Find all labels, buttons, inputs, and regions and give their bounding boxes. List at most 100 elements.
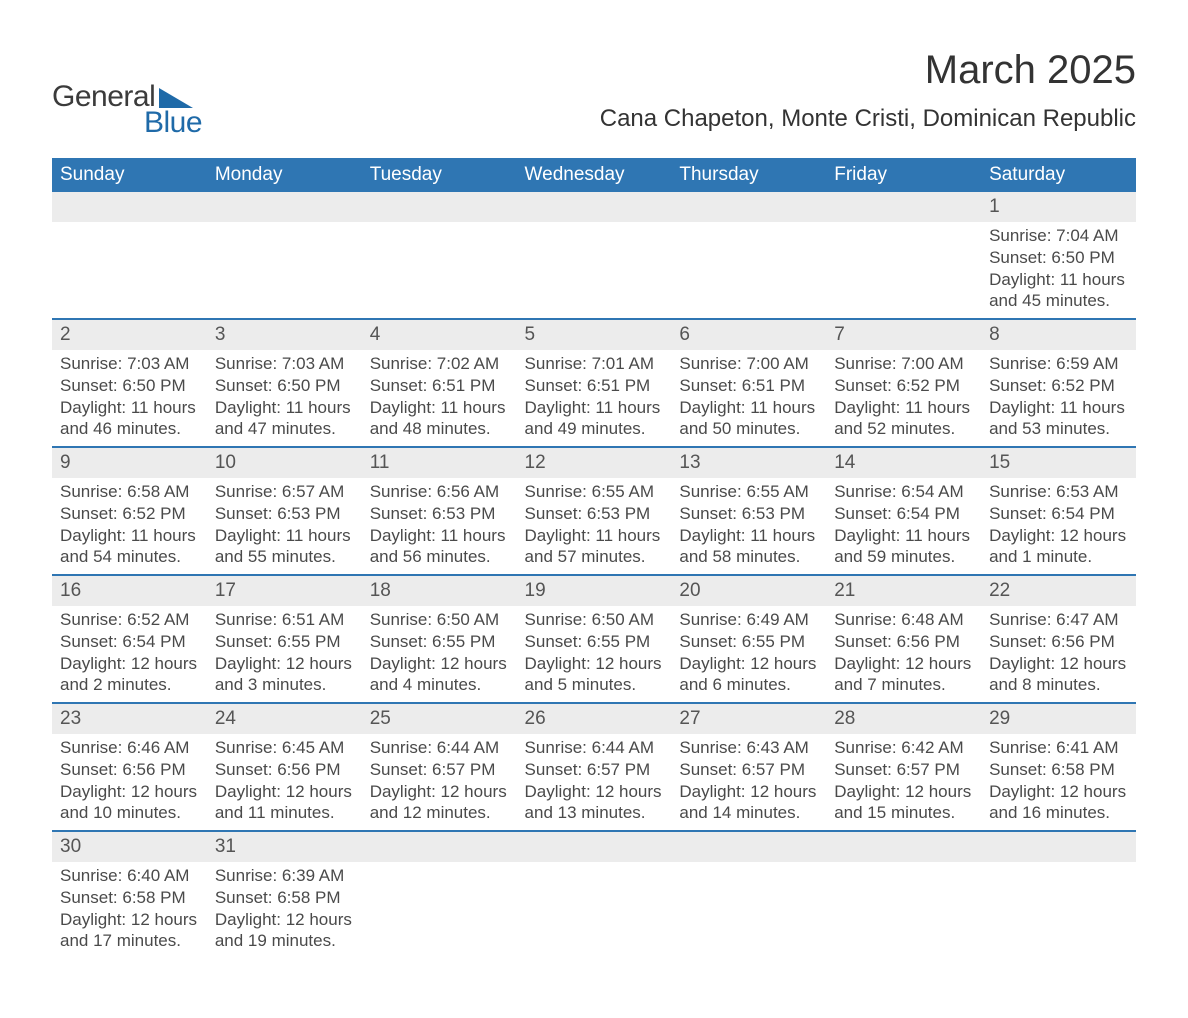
sunset-text: Sunset: 6:50 PM [60,375,199,397]
daylight-text: Daylight: 12 hours and 3 minutes. [215,653,354,697]
sunset-text: Sunset: 6:57 PM [834,759,973,781]
sunrise-text: Sunrise: 6:51 AM [215,609,354,631]
day-detail-cell [517,222,672,319]
day-detail-cell: Sunrise: 6:50 AMSunset: 6:55 PMDaylight:… [362,606,517,703]
daylight-text: Daylight: 11 hours and 50 minutes. [679,397,818,441]
sunset-text: Sunset: 6:56 PM [834,631,973,653]
daylight-text: Daylight: 11 hours and 45 minutes. [989,269,1128,313]
day-number-cell [362,831,517,862]
week-daynum-row: 16171819202122 [52,575,1136,606]
daylight-text: Daylight: 12 hours and 8 minutes. [989,653,1128,697]
sunrise-text: Sunrise: 6:48 AM [834,609,973,631]
day-detail-cell [671,862,826,958]
day-number-cell: 16 [52,575,207,606]
month-title: March 2025 [600,48,1136,93]
day-detail-cell: Sunrise: 7:02 AMSunset: 6:51 PMDaylight:… [362,350,517,447]
week-daynum-row: 2345678 [52,319,1136,350]
day-detail-cell [671,222,826,319]
day-number-cell [517,192,672,222]
sunset-text: Sunset: 6:51 PM [679,375,818,397]
week-detail-row: Sunrise: 6:40 AMSunset: 6:58 PMDaylight:… [52,862,1136,958]
day-detail-cell: Sunrise: 6:58 AMSunset: 6:52 PMDaylight:… [52,478,207,575]
sunrise-text: Sunrise: 6:39 AM [215,865,354,887]
day-number-cell: 1 [981,192,1136,222]
day-number-cell [671,192,826,222]
day-detail-cell: Sunrise: 6:55 AMSunset: 6:53 PMDaylight:… [517,478,672,575]
sunset-text: Sunset: 6:55 PM [679,631,818,653]
daylight-text: Daylight: 12 hours and 6 minutes. [679,653,818,697]
day-detail-cell: Sunrise: 6:43 AMSunset: 6:57 PMDaylight:… [671,734,826,831]
day-number-cell: 28 [826,703,981,734]
day-number-cell [671,831,826,862]
sunset-text: Sunset: 6:55 PM [525,631,664,653]
day-detail-cell [826,862,981,958]
day-number-cell: 10 [207,447,362,478]
day-detail-cell [207,222,362,319]
sunset-text: Sunset: 6:53 PM [679,503,818,525]
daylight-text: Daylight: 12 hours and 1 minute. [989,525,1128,569]
sunrise-text: Sunrise: 6:52 AM [60,609,199,631]
logo-word-general: General [52,80,155,114]
day-detail-cell: Sunrise: 6:59 AMSunset: 6:52 PMDaylight:… [981,350,1136,447]
sunrise-text: Sunrise: 7:00 AM [834,353,973,375]
daylight-text: Daylight: 12 hours and 7 minutes. [834,653,973,697]
day-detail-cell [517,862,672,958]
daylight-text: Daylight: 11 hours and 48 minutes. [370,397,509,441]
day-detail-cell: Sunrise: 6:56 AMSunset: 6:53 PMDaylight:… [362,478,517,575]
day-detail-cell: Sunrise: 6:53 AMSunset: 6:54 PMDaylight:… [981,478,1136,575]
day-number-cell: 19 [517,575,672,606]
day-detail-cell: Sunrise: 6:51 AMSunset: 6:55 PMDaylight:… [207,606,362,703]
day-detail-cell: Sunrise: 6:48 AMSunset: 6:56 PMDaylight:… [826,606,981,703]
sunset-text: Sunset: 6:52 PM [60,503,199,525]
week-daynum-row: 1 [52,192,1136,222]
daylight-text: Daylight: 11 hours and 55 minutes. [215,525,354,569]
weekday-header: Thursday [671,158,826,192]
daylight-text: Daylight: 11 hours and 46 minutes. [60,397,199,441]
sunset-text: Sunset: 6:56 PM [60,759,199,781]
sunset-text: Sunset: 6:54 PM [60,631,199,653]
week-daynum-row: 9101112131415 [52,447,1136,478]
daylight-text: Daylight: 12 hours and 11 minutes. [215,781,354,825]
sunrise-text: Sunrise: 6:41 AM [989,737,1128,759]
day-number-cell: 9 [52,447,207,478]
sunrise-text: Sunrise: 6:58 AM [60,481,199,503]
logo-word-blue: Blue [144,106,202,140]
day-number-cell: 17 [207,575,362,606]
sunrise-text: Sunrise: 7:00 AM [679,353,818,375]
daylight-text: Daylight: 11 hours and 49 minutes. [525,397,664,441]
day-detail-cell: Sunrise: 6:42 AMSunset: 6:57 PMDaylight:… [826,734,981,831]
day-number-cell [517,831,672,862]
day-detail-cell: Sunrise: 6:45 AMSunset: 6:56 PMDaylight:… [207,734,362,831]
day-number-cell: 4 [362,319,517,350]
sunrise-text: Sunrise: 6:59 AM [989,353,1128,375]
weekday-header: Monday [207,158,362,192]
daylight-text: Daylight: 12 hours and 15 minutes. [834,781,973,825]
daylight-text: Daylight: 11 hours and 58 minutes. [679,525,818,569]
sunset-text: Sunset: 6:51 PM [525,375,664,397]
sunrise-text: Sunrise: 6:47 AM [989,609,1128,631]
day-detail-cell: Sunrise: 6:40 AMSunset: 6:58 PMDaylight:… [52,862,207,958]
day-number-cell [981,831,1136,862]
sunset-text: Sunset: 6:53 PM [370,503,509,525]
daylight-text: Daylight: 12 hours and 16 minutes. [989,781,1128,825]
sunrise-text: Sunrise: 6:45 AM [215,737,354,759]
day-number-cell: 3 [207,319,362,350]
day-detail-cell: Sunrise: 6:52 AMSunset: 6:54 PMDaylight:… [52,606,207,703]
daylight-text: Daylight: 11 hours and 57 minutes. [525,525,664,569]
day-detail-cell: Sunrise: 6:49 AMSunset: 6:55 PMDaylight:… [671,606,826,703]
sunset-text: Sunset: 6:57 PM [525,759,664,781]
sunrise-text: Sunrise: 7:01 AM [525,353,664,375]
week-detail-row: Sunrise: 6:52 AMSunset: 6:54 PMDaylight:… [52,606,1136,703]
weekday-header: Wednesday [517,158,672,192]
sunset-text: Sunset: 6:54 PM [989,503,1128,525]
daylight-text: Daylight: 12 hours and 17 minutes. [60,909,199,953]
week-daynum-row: 23242526272829 [52,703,1136,734]
sunset-text: Sunset: 6:57 PM [370,759,509,781]
day-number-cell: 11 [362,447,517,478]
day-detail-cell: Sunrise: 7:04 AMSunset: 6:50 PMDaylight:… [981,222,1136,319]
daylight-text: Daylight: 12 hours and 2 minutes. [60,653,199,697]
sunset-text: Sunset: 6:58 PM [60,887,199,909]
sunset-text: Sunset: 6:51 PM [370,375,509,397]
daylight-text: Daylight: 12 hours and 14 minutes. [679,781,818,825]
daylight-text: Daylight: 11 hours and 47 minutes. [215,397,354,441]
